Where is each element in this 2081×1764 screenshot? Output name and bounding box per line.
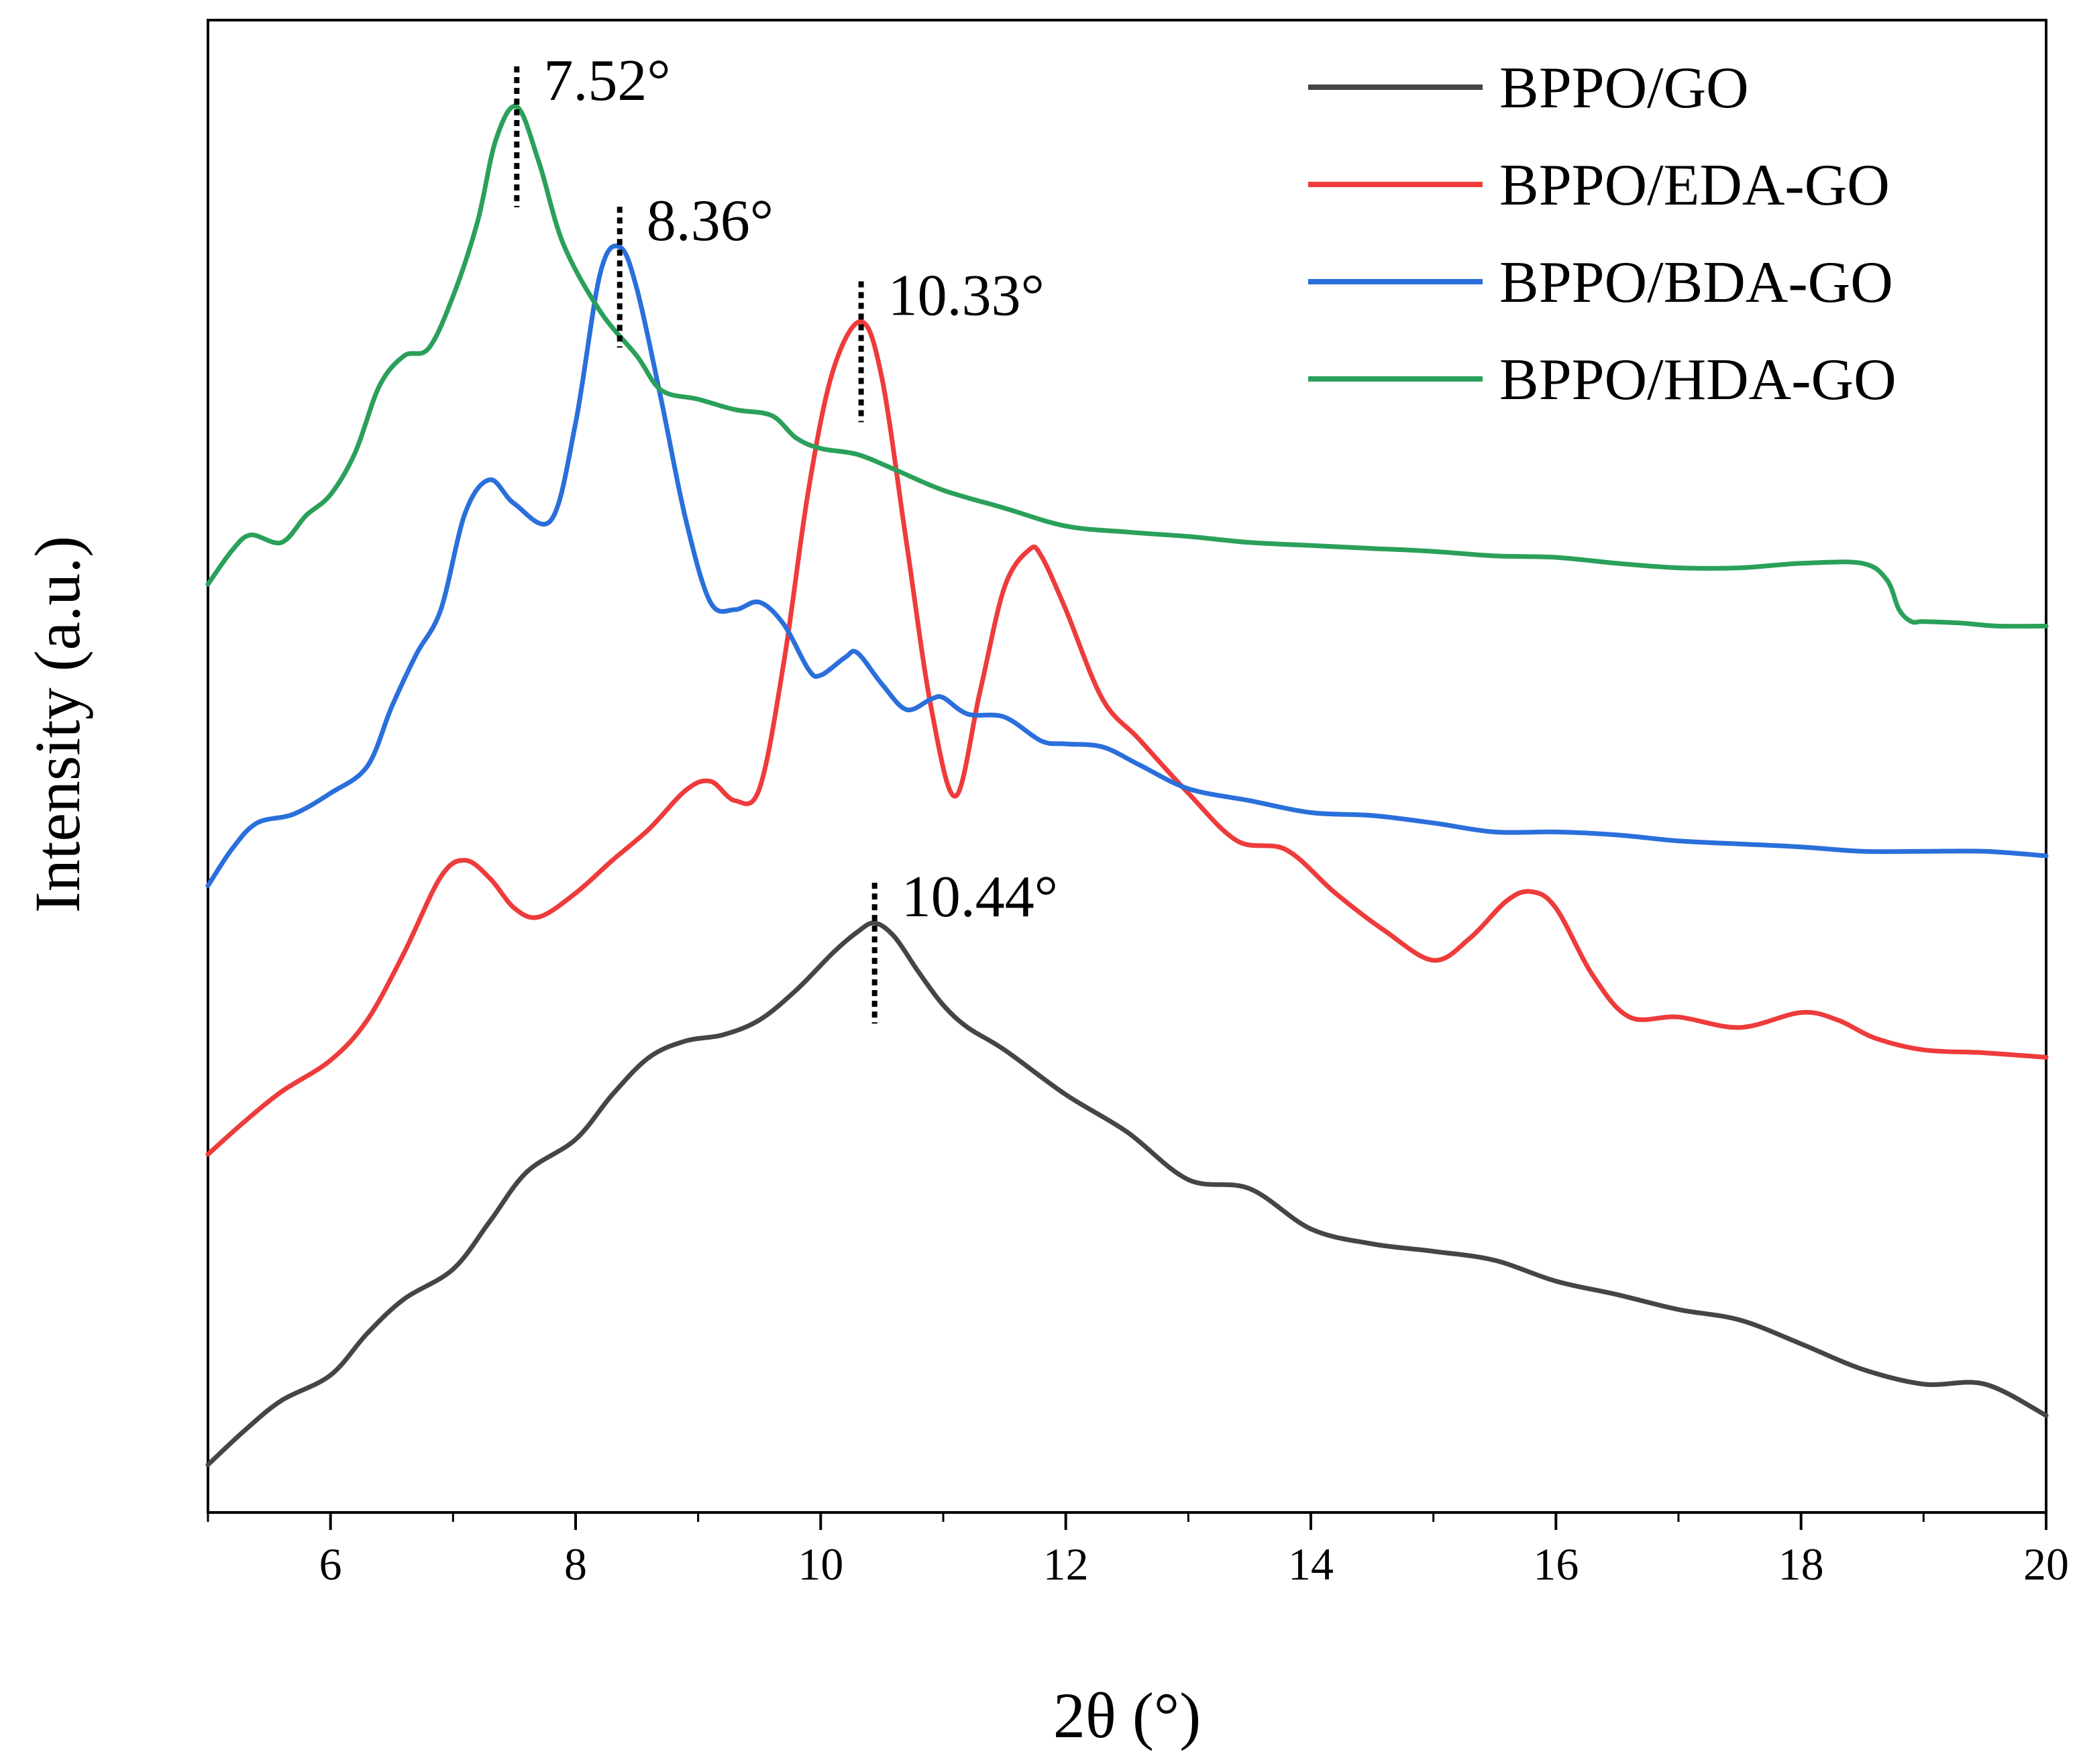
- series-line-bppo-go: [205, 920, 2049, 1468]
- x-tick-label-8: 8: [564, 1539, 587, 1590]
- legend-label-bppo-hda-go: BPPO/HDA-GO: [1499, 347, 1897, 412]
- legend-label-bppo-eda-go: BPPO/EDA-GO: [1499, 153, 1890, 218]
- x-tick-label-10: 10: [798, 1539, 843, 1590]
- series-layer: [205, 103, 2049, 1468]
- x-axis-title: 2θ (°): [1053, 1679, 1201, 1751]
- peak-label-8-36-: 8.36°: [647, 188, 773, 254]
- x-tick-label-14: 14: [1288, 1539, 1334, 1590]
- peak-label-10-33-: 10.33°: [888, 263, 1045, 328]
- peak-label-7-52-: 7.52°: [543, 48, 670, 113]
- y-axis-title: Intensity (a.u.): [21, 536, 93, 914]
- legend: BPPO/GO BPPO/EDA-GO BPPO/BDA-GO BPPO/HDA-GO: [1308, 56, 1897, 412]
- peak-label-10-44-: 10.44°: [902, 865, 1058, 930]
- x-tick-label-16: 16: [1533, 1539, 1579, 1590]
- x-tick-label-12: 12: [1043, 1539, 1089, 1590]
- x-tick-label-18: 18: [1778, 1539, 1824, 1590]
- x-tick-label-20: 20: [2023, 1539, 2069, 1590]
- x-tick-label-6: 6: [319, 1539, 342, 1590]
- series-line-bppo-eda-go: [205, 319, 2049, 1157]
- peak-annotations: 7.52° 8.36° 10.33° 10.44°: [514, 48, 1058, 1024]
- series-line-bppo-hda-go: [205, 103, 2049, 629]
- legend-label-bppo-go: BPPO/GO: [1499, 56, 1749, 121]
- x-axis-ticks: 6 8 10 12 14 16 18 20: [207, 1512, 2069, 1590]
- plot-frame: [207, 19, 2047, 1514]
- series-line-bppo-bda-go: [205, 243, 2049, 888]
- legend-label-bppo-bda-go: BPPO/BDA-GO: [1499, 250, 1893, 315]
